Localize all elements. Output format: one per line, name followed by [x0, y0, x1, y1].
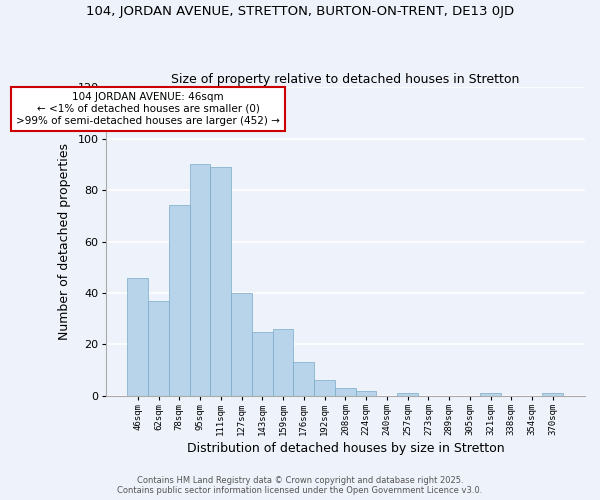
Bar: [542, 394, 563, 396]
Bar: [127, 278, 148, 396]
Bar: [231, 293, 252, 396]
Bar: [211, 167, 231, 396]
Title: Size of property relative to detached houses in Stretton: Size of property relative to detached ho…: [171, 73, 520, 86]
X-axis label: Distribution of detached houses by size in Stretton: Distribution of detached houses by size …: [187, 442, 504, 455]
Bar: [314, 380, 335, 396]
Text: Contains HM Land Registry data © Crown copyright and database right 2025.
Contai: Contains HM Land Registry data © Crown c…: [118, 476, 482, 495]
Bar: [190, 164, 211, 396]
Text: 104 JORDAN AVENUE: 46sqm
← <1% of detached houses are smaller (0)
>99% of semi-d: 104 JORDAN AVENUE: 46sqm ← <1% of detach…: [16, 92, 280, 126]
Bar: [273, 329, 293, 396]
Bar: [169, 206, 190, 396]
Bar: [480, 394, 501, 396]
Bar: [293, 362, 314, 396]
Bar: [252, 332, 273, 396]
Bar: [335, 388, 356, 396]
Y-axis label: Number of detached properties: Number of detached properties: [58, 143, 71, 340]
Bar: [148, 300, 169, 396]
Bar: [356, 390, 376, 396]
Text: 104, JORDAN AVENUE, STRETTON, BURTON-ON-TRENT, DE13 0JD: 104, JORDAN AVENUE, STRETTON, BURTON-ON-…: [86, 5, 514, 18]
Bar: [397, 394, 418, 396]
